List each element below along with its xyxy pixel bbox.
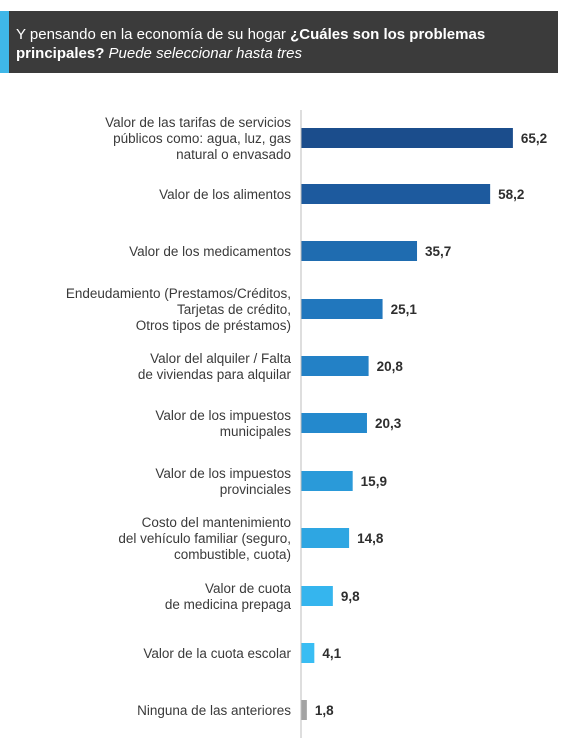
category-label-5: Valor del alquiler / Falta de viviendas p… — [138, 351, 292, 382]
bar-2 — [301, 184, 491, 204]
category-label-9-line-1: Valor de cuota — [205, 581, 292, 596]
category-label-8-line-1: Costo del mantenimiento — [142, 515, 291, 530]
category-label-3: Valor de los medicamentos — [129, 244, 291, 259]
bar-5 — [301, 356, 369, 376]
category-label-1-line-2: públicos como: agua, luz, gas — [113, 131, 291, 146]
question-italic: Puede seleccionar hasta tres — [104, 45, 302, 62]
category-label-10-line-1: Valor de la cuota escolar — [143, 646, 291, 661]
category-label-7-line-1: Valor de los impuestos — [155, 466, 291, 481]
category-label-11-line-1: Ninguna de las anteriores — [137, 703, 291, 718]
question-text: Y pensando en la economía de su hogar ¿C… — [16, 25, 544, 63]
category-label-8: Costo del mantenimiento del vehículo fami… — [118, 515, 291, 562]
category-label-6: Valor de los impuestos municipales — [155, 408, 291, 439]
value-label-10: 4,1 — [322, 646, 341, 661]
question-normal: Y pensando en la economía de su hogar — [16, 26, 291, 43]
category-label-9-line-2: de medicina prepaga — [165, 597, 292, 612]
category-label-1-line-1: Valor de las tarifas de servicios — [105, 115, 291, 130]
bar-7 — [301, 471, 353, 491]
value-label-3: 35,7 — [425, 244, 451, 259]
header-accent-bar — [0, 11, 9, 73]
category-label-1: Valor de las tarifas de servicios público… — [105, 115, 291, 162]
category-label-5-line-2: de viviendas para alquilar — [138, 367, 292, 382]
category-label-4-line-2: Tarjetas de crédito, — [177, 302, 291, 317]
value-label-9: 9,8 — [341, 589, 360, 604]
category-label-10: Valor de la cuota escolar — [143, 646, 291, 661]
value-label-6: 20,3 — [375, 416, 402, 431]
question-header: Y pensando en la economía de su hogar ¿C… — [0, 11, 558, 73]
value-label-11: 1,8 — [315, 703, 334, 718]
category-label-11: Ninguna de las anteriores — [137, 703, 291, 718]
bar-11 — [301, 700, 307, 720]
category-label-3-line-1: Valor de los medicamentos — [129, 244, 291, 259]
category-label-8-line-3: combustible, cuota) — [174, 547, 291, 562]
category-label-7: Valor de los impuestos provinciales — [155, 466, 291, 497]
category-label-2-line-1: Valor de los alimentos — [159, 187, 291, 202]
bar-3 — [301, 241, 418, 261]
category-label-4: Endeudamiento (Prestamos/Créditos, Tarjet… — [66, 286, 291, 333]
bar-1 — [301, 128, 513, 148]
question-bold: ¿Cuáles son los problemas principales? — [16, 26, 486, 62]
value-label-5: 20,8 — [377, 359, 404, 374]
value-label-1: 65,2 — [521, 131, 547, 146]
value-label-2: 58,2 — [498, 187, 524, 202]
category-label-4-line-3: Otros tipos de préstamos) — [136, 318, 291, 333]
category-label-4-line-1: Endeudamiento (Prestamos/Créditos, — [66, 286, 291, 301]
bar-4 — [301, 299, 383, 319]
category-label-6-line-1: Valor de los impuestos — [155, 408, 291, 423]
bar-10 — [301, 643, 315, 663]
category-label-8-line-2: del vehículo familiar (seguro, — [118, 531, 291, 546]
category-label-5-line-1: Valor del alquiler / Falta — [150, 351, 291, 366]
value-label-7: 15,9 — [361, 474, 387, 489]
category-label-9: Valor de cuota de medicina prepaga — [165, 581, 292, 612]
category-label-2: Valor de los alimentos — [159, 187, 291, 202]
bar-8 — [301, 528, 350, 548]
bar-9 — [301, 586, 333, 606]
category-label-7-line-2: provinciales — [220, 482, 292, 497]
value-label-4: 25,1 — [391, 302, 418, 317]
category-label-1-line-3: natural o envasado — [176, 147, 291, 162]
value-label-8: 14,8 — [357, 531, 384, 546]
category-label-6-line-2: municipales — [220, 424, 292, 439]
bar-6 — [301, 413, 367, 433]
